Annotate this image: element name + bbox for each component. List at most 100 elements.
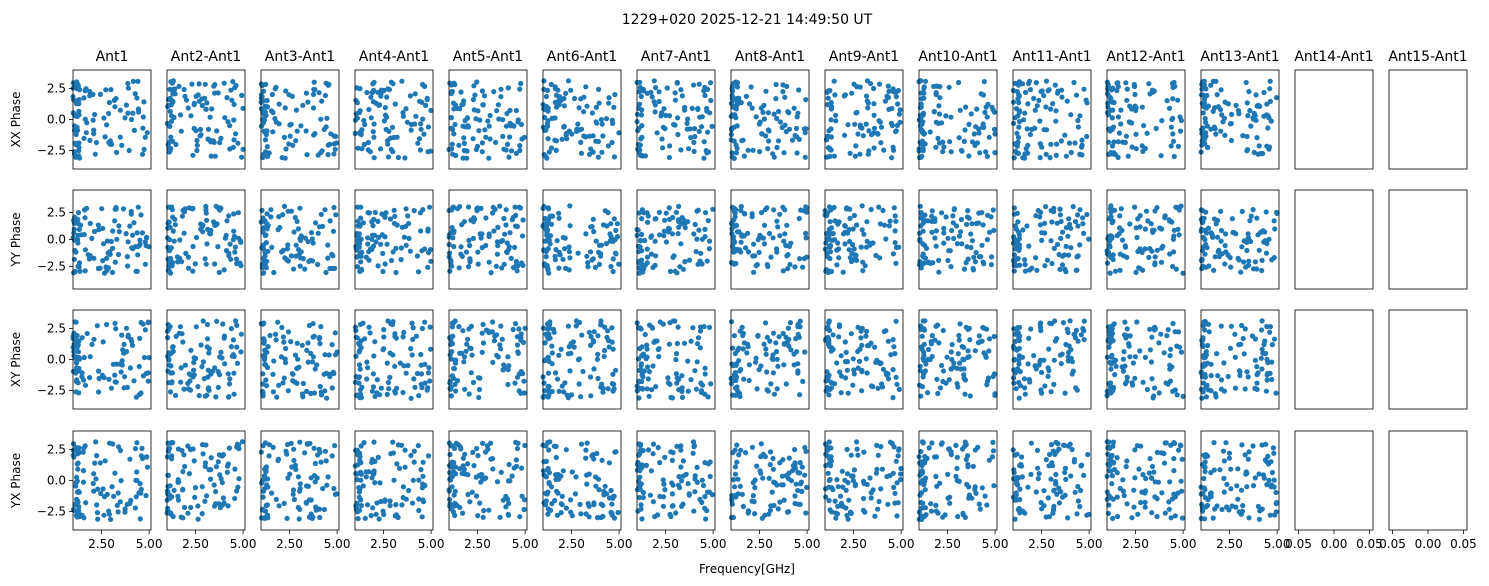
data-point (545, 325, 551, 331)
data-point (269, 244, 275, 250)
panel-frame (1012, 69, 1092, 170)
data-point (567, 223, 573, 229)
data-point (700, 482, 707, 489)
data-point (501, 215, 507, 222)
x-axis-label: Frequency[GHz] (699, 562, 795, 576)
data-point (939, 440, 945, 446)
data-point (81, 354, 87, 361)
data-point (145, 378, 151, 384)
data-point (825, 145, 832, 151)
data-point (394, 385, 400, 391)
data-point (228, 87, 234, 93)
data-point (542, 388, 548, 394)
data-point (312, 479, 318, 485)
data-point (933, 508, 939, 514)
data-point (405, 213, 411, 219)
data-point (1159, 118, 1165, 124)
data-point (1015, 134, 1022, 141)
panel-frame (354, 69, 434, 170)
data-point (920, 220, 926, 226)
data-point (601, 488, 607, 494)
data-point (234, 444, 240, 450)
data-point (259, 245, 265, 251)
data-point (702, 226, 708, 232)
data-point (1151, 325, 1157, 331)
data-point (707, 473, 713, 480)
data-point (394, 222, 400, 228)
data-point (1170, 388, 1176, 394)
data-point (135, 204, 141, 210)
data-point (1016, 124, 1022, 130)
data-point (614, 234, 621, 240)
data-point (1043, 514, 1049, 520)
data-point (453, 357, 459, 363)
data-point (591, 500, 597, 506)
data-point (1012, 516, 1018, 522)
data-point (788, 240, 794, 246)
data-point (595, 138, 602, 145)
data-point (648, 468, 655, 474)
data-point (193, 355, 199, 362)
data-point (577, 501, 583, 507)
data-point (1051, 488, 1057, 494)
data-point (977, 150, 983, 156)
data-point (753, 355, 759, 361)
data-point (734, 246, 741, 253)
data-point (795, 487, 801, 494)
data-point (852, 483, 858, 489)
data-point (475, 375, 482, 381)
panel (446, 69, 528, 170)
data-point (305, 239, 311, 245)
data-point (640, 489, 647, 496)
data-point (931, 83, 937, 89)
data-point (403, 370, 409, 376)
data-point (766, 138, 772, 144)
data-point (295, 474, 301, 480)
data-point (232, 249, 238, 255)
data-point (137, 335, 143, 341)
data-point (762, 454, 769, 460)
data-point (105, 265, 111, 271)
data-point (656, 209, 663, 215)
data-point (1117, 485, 1123, 492)
data-point (451, 503, 457, 509)
data-point (868, 81, 874, 87)
data-point (287, 133, 293, 139)
row-label: XY Phase (9, 332, 23, 387)
data-point (81, 95, 87, 101)
data-point (506, 461, 512, 468)
data-point (1074, 267, 1080, 273)
data-point (730, 97, 736, 103)
data-point (797, 460, 803, 466)
data-point (1168, 346, 1174, 352)
data-point (104, 238, 110, 244)
data-point (164, 454, 171, 460)
data-point (989, 454, 996, 460)
data-point (774, 115, 780, 122)
data-point (462, 451, 468, 457)
data-point (298, 123, 304, 129)
data-point (780, 268, 786, 274)
data-point (390, 249, 396, 255)
data-point (979, 242, 985, 248)
data-point (98, 490, 104, 497)
data-point (567, 255, 573, 261)
data-point (101, 270, 108, 276)
data-point (503, 123, 510, 129)
panel-frame (730, 189, 810, 290)
data-point (403, 242, 409, 248)
data-point (283, 146, 289, 152)
data-point (921, 85, 927, 91)
panel (353, 189, 434, 290)
data-point (395, 442, 401, 448)
data-point (513, 258, 520, 265)
data-point (494, 239, 500, 245)
data-point (1132, 354, 1138, 360)
data-point (196, 98, 202, 104)
data-point (414, 253, 420, 259)
data-point (1016, 245, 1023, 251)
data-point (1175, 490, 1181, 496)
data-point (380, 268, 386, 275)
data-point (828, 100, 834, 106)
data-point (76, 508, 82, 514)
